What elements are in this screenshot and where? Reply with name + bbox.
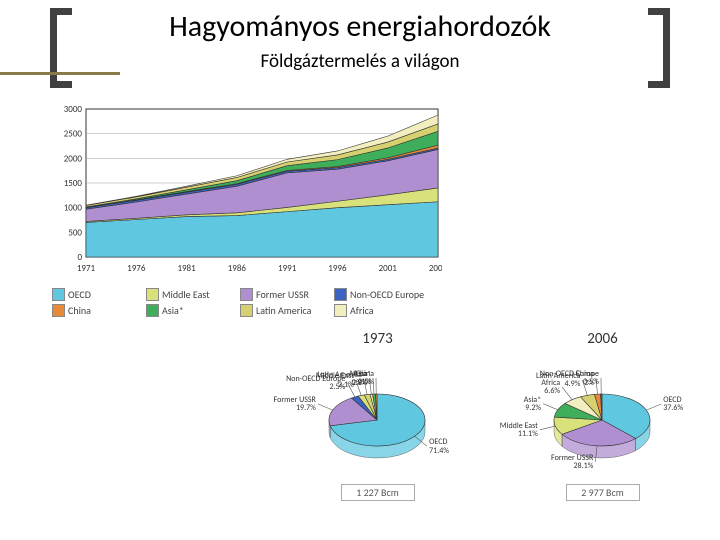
legend-label: Former USSR (256, 288, 309, 301)
legend-label: OECD (68, 288, 91, 301)
svg-text:2000: 2000 (64, 153, 83, 164)
pie-svg (495, 350, 710, 480)
svg-text:0: 0 (77, 252, 82, 263)
pie-slice-label: OECD37.6% (663, 396, 683, 413)
legend-item: Latin America (240, 304, 320, 317)
legend-item: Non-OECD Europe (334, 288, 424, 301)
legend-item: Middle East (146, 288, 226, 301)
svg-text:1971: 1971 (77, 263, 96, 274)
legend-label: Asia* (162, 304, 184, 317)
pie-slice-label: Former USSR28.1% (551, 454, 593, 471)
pie-slice-label: Non-OECD Europe0.5% (540, 370, 599, 387)
svg-text:1500: 1500 (64, 178, 83, 189)
legend-item: China (52, 304, 132, 317)
pie-slice-label: China0.5% (356, 370, 374, 387)
legend-label: Africa (350, 304, 374, 317)
svg-text:1986: 1986 (228, 263, 247, 274)
legend-label: Latin America (256, 304, 311, 317)
legend-item: OECD (52, 288, 132, 301)
svg-text:1000: 1000 (64, 203, 83, 214)
title-block: Hagyományos energiahordozók Földgázterme… (50, 8, 670, 88)
accent-rule (0, 72, 120, 75)
legend-label: China (68, 304, 91, 317)
pie-charts: 1973 OECD71.4% Former USSR19.7% Non-OECD E… (270, 330, 710, 530)
page-subtitle: Földgáztermelés a világon (90, 50, 630, 73)
pie-year-label: 2006 (495, 330, 710, 348)
pie-slice-label: Middle East11.1% (500, 422, 538, 439)
bracket-right-icon (648, 8, 670, 88)
pie-total-label: 1 227 Bcm (341, 484, 415, 501)
pie-total-label: 2 977 Bcm (566, 484, 640, 501)
svg-text:2001: 2001 (379, 263, 398, 274)
legend-label: Middle East (162, 288, 210, 301)
pie-slice-label: OECD71.4% (429, 438, 449, 455)
page-title: Hagyományos energiahordozók (90, 8, 630, 45)
pie-year-label: 1973 (270, 330, 485, 348)
legend-item: Africa (334, 304, 414, 317)
chart-legend: OECD Middle East Former USSR Non-OECD Europ… (52, 285, 452, 317)
svg-text:2500: 2500 (64, 129, 83, 140)
area-chart: 0 500 1000 1500 2000 2500 3000 1971 1976 1981 1986… (52, 105, 442, 275)
pie-svg (270, 350, 485, 480)
legend-item: Former USSR (240, 288, 320, 301)
svg-text:3000: 3000 (64, 105, 83, 115)
svg-text:1981: 1981 (177, 263, 196, 274)
svg-text:2006: 2006 (429, 263, 442, 274)
legend-label: Non-OECD Europe (350, 288, 424, 301)
pie-2006: 2006 OECD37.6% Former USSR28.1% Middle Eas… (495, 330, 710, 501)
bracket-left-icon (50, 8, 72, 88)
pie-slice-label: Asia*9.2% (524, 396, 541, 413)
legend-item: Asia* (146, 304, 226, 317)
svg-text:1996: 1996 (328, 263, 347, 274)
svg-text:1976: 1976 (127, 263, 146, 274)
pie-slice-label: Former USSR19.7% (274, 396, 316, 413)
svg-text:500: 500 (68, 227, 82, 238)
pie-1973: 1973 OECD71.4%Former USSR19.7%Non-OECD E… (270, 330, 485, 501)
svg-text:1991: 1991 (278, 263, 297, 274)
